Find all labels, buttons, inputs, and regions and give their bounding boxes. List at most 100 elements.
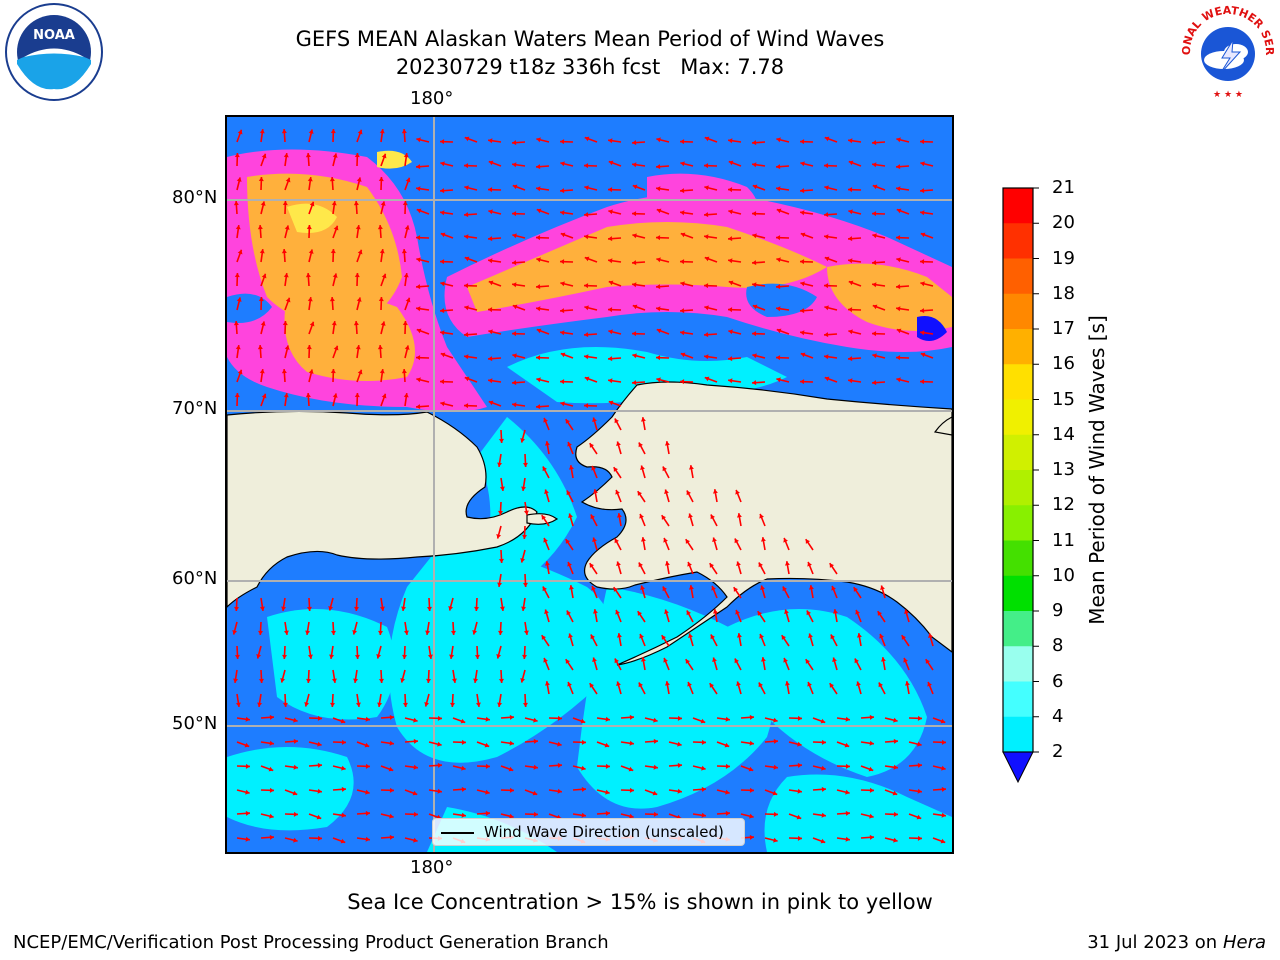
colorbar-band xyxy=(1003,470,1033,506)
wind-wave-arrowhead xyxy=(872,353,877,359)
wind-wave-arrowhead xyxy=(488,378,493,384)
wind-wave-arrowhead xyxy=(451,678,457,683)
wind-wave-arrowhead xyxy=(332,273,338,278)
wind-wave-arrowhead xyxy=(307,177,313,182)
wind-wave-arrowhead xyxy=(710,634,715,640)
wind-wave-arrowhead xyxy=(522,462,528,467)
wind-wave-arrowhead xyxy=(584,163,589,169)
wind-wave-arrowhead xyxy=(354,393,360,398)
wind-wave-arrowhead xyxy=(512,304,518,310)
wind-wave-arrowhead xyxy=(233,678,239,683)
wind-wave-arrowhead xyxy=(440,352,446,358)
wind-wave-arrowhead xyxy=(776,328,782,334)
wind-wave-arrowhead xyxy=(488,329,493,335)
wind-wave-arrowhead xyxy=(704,376,710,382)
wind-wave-arrowhead xyxy=(557,762,562,768)
wind-wave-arrowhead xyxy=(485,716,490,722)
colorbar-tick-label: 15 xyxy=(1052,388,1075,410)
wind-wave-arrowhead xyxy=(389,813,394,819)
wind-wave-arrowhead xyxy=(332,393,338,398)
wind-wave-arrowhead xyxy=(400,678,406,683)
wind-wave-arrowhead xyxy=(704,283,709,289)
colorbar-band xyxy=(1003,223,1033,259)
wind-wave-arrowhead xyxy=(896,328,902,334)
wind-wave-arrowhead xyxy=(341,739,346,745)
wind-wave-arrowhead xyxy=(629,714,634,720)
wind-wave-arrowhead xyxy=(773,738,778,744)
wind-wave-arrowhead xyxy=(282,702,288,707)
wind-wave-arrowhead xyxy=(340,718,346,724)
wind-wave-arrowhead xyxy=(677,741,682,747)
wind-wave-arrowhead xyxy=(728,329,733,335)
colorbar-tick-label: 13 xyxy=(1052,459,1075,480)
wind-wave-arrowhead xyxy=(725,810,730,816)
wind-wave-arrowhead xyxy=(413,764,418,770)
wind-wave-arrowhead xyxy=(877,611,883,616)
wind-wave-arrowhead xyxy=(497,582,503,587)
wind-wave-arrowhead xyxy=(341,812,346,818)
wind-wave-arrowhead xyxy=(848,209,853,215)
wind-wave-arrowhead xyxy=(701,786,706,792)
wind-wave-arrowhead xyxy=(616,681,621,687)
wind-wave-arrowhead xyxy=(235,702,241,707)
wind-wave-arrowhead xyxy=(568,633,573,639)
wind-wave-arrowhead xyxy=(901,635,907,640)
colorbar-tick-label: 18 xyxy=(1052,282,1075,304)
lat-label-50n: 50°N xyxy=(172,713,218,734)
wind-wave-arrowhead xyxy=(464,305,469,311)
wind-wave-arrowhead xyxy=(512,402,517,408)
wind-wave-arrowhead xyxy=(800,232,806,238)
wind-wave-arrowhead xyxy=(437,762,442,768)
wind-wave-arrowhead xyxy=(709,563,715,568)
wind-wave-arrowhead xyxy=(340,838,346,844)
wind-wave-arrowhead xyxy=(512,380,517,386)
wind-wave-arrowhead xyxy=(533,738,538,744)
wind-wave-arrowhead xyxy=(605,763,610,769)
wind-wave-arrowhead xyxy=(523,510,529,515)
wind-wave-arrowhead xyxy=(728,138,733,144)
wind-wave-arrowhead xyxy=(824,212,829,218)
wind-wave-arrowhead xyxy=(680,330,685,336)
wind-wave-arrowhead xyxy=(427,654,433,659)
wind-wave-arrowhead xyxy=(608,329,613,335)
wind-wave-arrowhead xyxy=(784,561,790,566)
wind-wave-arrowhead xyxy=(488,138,493,144)
wind-wave-arrowhead xyxy=(566,610,571,616)
colorbar-tick-label: 8 xyxy=(1052,635,1064,657)
wind-wave-arrowhead xyxy=(940,718,946,724)
wind-wave-arrowhead xyxy=(389,740,394,746)
nws-logo-icon: NATIONAL WEATHER SERVICE ★ ★ ★ xyxy=(1173,0,1278,102)
wind-wave-arrowhead xyxy=(917,835,922,841)
sea-ice-regions xyxy=(227,149,952,412)
wind-wave-arrowhead xyxy=(776,306,781,312)
wind-wave-arrowhead xyxy=(464,185,469,191)
wind-wave-arrowhead xyxy=(928,633,933,639)
wind-wave-arrowhead xyxy=(872,282,877,288)
wind-wave-arrowhead xyxy=(592,609,598,614)
wind-wave-arrowhead xyxy=(773,764,778,770)
wind-wave-arrowhead xyxy=(259,369,265,374)
wind-wave-arrowhead xyxy=(293,811,298,817)
wind-wave-arrowhead xyxy=(567,561,572,567)
wind-wave-arrowhead xyxy=(868,766,874,772)
wind-wave-arrowhead xyxy=(917,788,922,794)
wind-wave-arrowhead xyxy=(824,354,829,360)
wind-wave-arrowhead xyxy=(712,609,718,614)
wind-wave-arrowhead xyxy=(784,609,789,615)
wind-wave-arrowhead xyxy=(488,280,494,286)
wind-wave-arrowhead xyxy=(401,369,407,374)
wind-wave-arrowhead xyxy=(896,235,901,241)
wind-wave-arrowhead xyxy=(872,184,878,190)
wind-wave-arrowhead xyxy=(824,163,829,169)
wind-wave-arrowhead xyxy=(584,256,590,262)
wind-wave-arrowhead xyxy=(544,489,549,495)
wind-wave-arrowhead xyxy=(293,738,298,744)
wind-wave-arrowhead xyxy=(498,558,504,563)
wind-wave-arrowhead xyxy=(637,611,643,616)
wind-wave-arrowhead xyxy=(281,249,287,254)
wind-wave-arrowhead xyxy=(377,702,383,707)
wind-wave-arrowhead xyxy=(845,716,850,722)
colorbar-band xyxy=(1003,716,1033,753)
wind-wave-arrowhead xyxy=(592,417,597,423)
colorbar xyxy=(998,182,1068,784)
